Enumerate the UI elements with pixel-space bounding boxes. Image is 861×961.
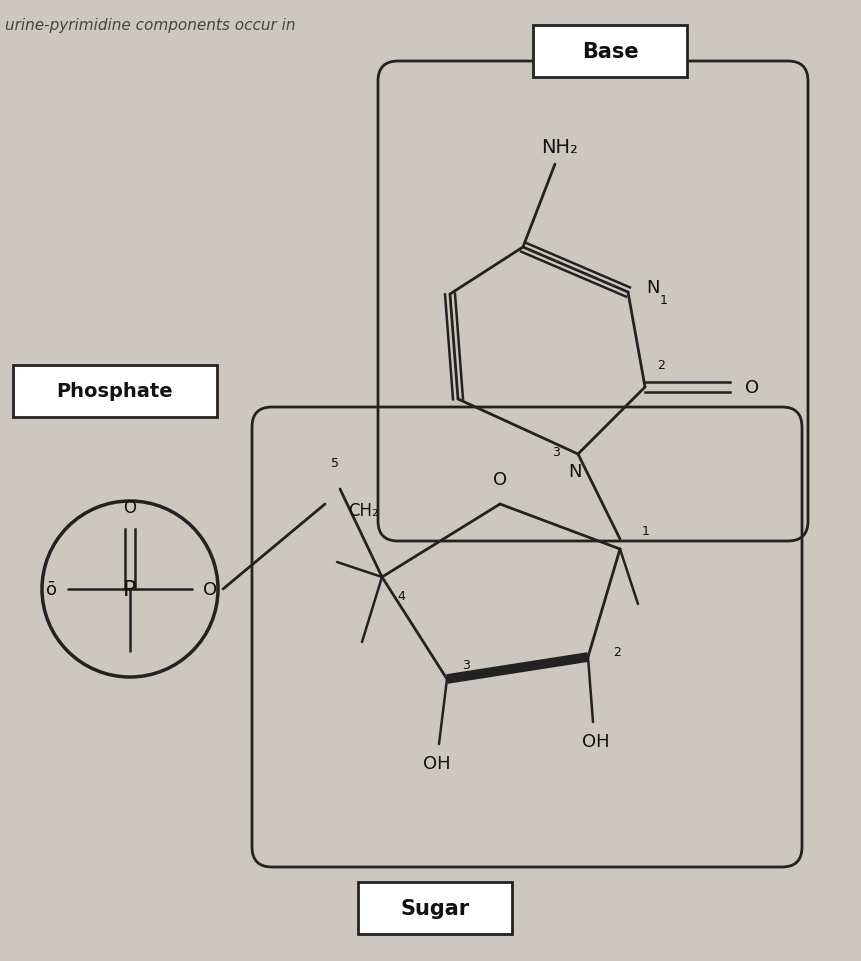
- Text: 3: 3: [552, 446, 560, 459]
- Text: 1: 1: [642, 525, 650, 537]
- Text: CH₂: CH₂: [348, 502, 379, 520]
- FancyBboxPatch shape: [358, 882, 512, 934]
- Text: ō: ō: [46, 580, 57, 599]
- Text: NH₂: NH₂: [542, 137, 579, 157]
- Text: urine-pyrimidine components occur in: urine-pyrimidine components occur in: [5, 18, 295, 33]
- Text: Base: Base: [582, 42, 638, 62]
- FancyBboxPatch shape: [533, 26, 687, 78]
- Text: O: O: [745, 379, 759, 397]
- Text: N: N: [646, 279, 660, 297]
- Text: O: O: [123, 499, 137, 516]
- Text: O: O: [493, 471, 507, 488]
- Text: P: P: [123, 579, 137, 600]
- Text: 2: 2: [657, 359, 665, 372]
- Text: O: O: [203, 580, 217, 599]
- Text: 5: 5: [331, 456, 339, 470]
- Text: Sugar: Sugar: [400, 899, 469, 918]
- Text: OH: OH: [424, 754, 451, 773]
- Text: 3: 3: [462, 658, 470, 672]
- Text: 1: 1: [660, 294, 668, 308]
- FancyBboxPatch shape: [13, 365, 217, 418]
- Text: 4: 4: [397, 589, 405, 603]
- Text: Phosphate: Phosphate: [57, 382, 173, 401]
- Text: N: N: [568, 462, 582, 480]
- Text: 2: 2: [613, 646, 621, 659]
- Text: OH: OH: [582, 732, 610, 751]
